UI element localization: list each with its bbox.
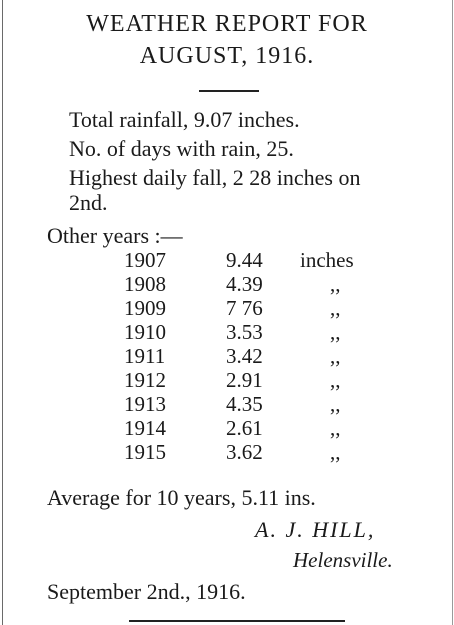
year-cell: 1907 — [124, 248, 166, 272]
ditto-mark: ,, — [330, 440, 341, 464]
year-row: 1912 2.91 ,, — [0, 368, 454, 392]
ditto-mark: ,, — [330, 344, 341, 368]
rainfall-value: 4.35 — [226, 392, 263, 416]
title-divider — [199, 90, 259, 92]
rainfall-value: 7 76 — [226, 296, 263, 320]
total-rainfall-line: Total rainfall, 9.07 inches. — [69, 107, 300, 132]
rainfall-value: 2.61 — [226, 416, 263, 440]
ditto-mark: ,, — [330, 368, 341, 392]
days-with-rain-line: No. of days with rain, 25. — [69, 136, 294, 161]
year-cell: 1908 — [124, 272, 166, 296]
ditto-mark: ,, — [330, 320, 341, 344]
year-row: 1908 4.39 ,, — [0, 272, 454, 296]
highest-daily-fall-date: 2nd. — [69, 190, 108, 215]
year-row: 1907 9.44 inches — [0, 248, 454, 272]
year-cell: 1913 — [124, 392, 166, 416]
ditto-mark: ,, — [330, 416, 341, 440]
highest-daily-fall-line: Highest daily fall, 2 28 inches on — [69, 165, 361, 190]
signature-name: A. J. HILL, — [255, 517, 376, 542]
ten-year-average-line: Average for 10 years, 5.11 ins. — [47, 485, 316, 510]
other-years-label: Other years :— — [47, 223, 183, 248]
year-row: 1911 3.42 ,, — [0, 344, 454, 368]
ditto-mark: ,, — [330, 272, 341, 296]
ditto-mark: ,, — [330, 392, 341, 416]
ditto-mark: ,, — [330, 296, 341, 320]
report-title-line-1: WEATHER REPORT FOR — [86, 11, 368, 37]
unit-label: inches — [300, 248, 354, 272]
year-row: 1913 4.35 ,, — [0, 392, 454, 416]
closing-divider — [129, 620, 345, 622]
rainfall-value: 3.62 — [226, 440, 263, 464]
rainfall-value: 2.91 — [226, 368, 263, 392]
year-row: 1909 7 76 ,, — [0, 296, 454, 320]
year-cell: 1914 — [124, 416, 166, 440]
year-row: 1915 3.62 ,, — [0, 440, 454, 464]
report-title-line-2: AUGUST, 1916. — [139, 43, 315, 69]
year-cell: 1915 — [124, 440, 166, 464]
rainfall-value: 9.44 — [226, 248, 263, 272]
year-cell: 1909 — [124, 296, 166, 320]
rainfall-value: 3.42 — [226, 344, 263, 368]
year-cell: 1910 — [124, 320, 166, 344]
rainfall-value: 4.39 — [226, 272, 263, 296]
column-rule-left — [2, 0, 3, 625]
year-cell: 1911 — [124, 344, 166, 368]
rainfall-value: 3.53 — [226, 320, 263, 344]
year-row: 1914 2.61 ,, — [0, 416, 454, 440]
year-row: 1910 3.53 ,, — [0, 320, 454, 344]
signature-place: Helensville. — [293, 548, 393, 572]
column-rule-right — [452, 0, 453, 625]
report-date: September 2nd., 1916. — [47, 579, 246, 604]
year-cell: 1912 — [124, 368, 166, 392]
